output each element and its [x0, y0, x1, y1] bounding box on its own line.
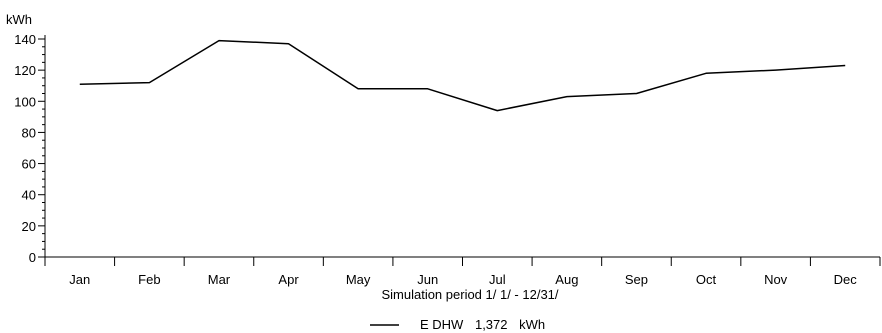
legend-total-value: 1,372: [475, 317, 508, 332]
x-tick-label: Dec: [834, 272, 858, 287]
x-tick-label: Aug: [555, 272, 578, 287]
y-tick-label: 0: [29, 250, 36, 265]
x-tick-label: Jun: [417, 272, 438, 287]
y-tick-label: 80: [22, 125, 36, 140]
y-tick-label: 100: [14, 94, 36, 109]
x-tick-label: Jul: [489, 272, 506, 287]
y-tick-label: 20: [22, 219, 36, 234]
y-tick-label: 60: [22, 157, 36, 172]
x-tick-label: Nov: [764, 272, 788, 287]
x-tick-label: May: [346, 272, 371, 287]
x-tick-label: Jan: [69, 272, 90, 287]
legend-total-unit: kWh: [519, 317, 545, 332]
series-line: [79, 39, 846, 112]
y-axis-unit-label: kWh: [6, 12, 32, 27]
x-tick-label: Apr: [278, 272, 299, 287]
x-tick-label: Feb: [138, 272, 160, 287]
x-axis-caption: Simulation period 1/ 1/ - 12/31/: [381, 287, 558, 302]
y-tick-label: 140: [14, 32, 36, 47]
y-tick-label: 120: [14, 63, 36, 78]
x-tick-label: Mar: [208, 272, 231, 287]
y-axis: 0 20 40 60 80 100 120 140: [14, 32, 46, 265]
legend: E DHW 1,372 kWh: [370, 317, 545, 332]
x-tick-label: Oct: [696, 272, 717, 287]
y-tick-label: 40: [22, 188, 36, 203]
legend-series-name: E DHW: [420, 317, 464, 332]
x-tick-label: Sep: [625, 272, 648, 287]
series-layer: [79, 39, 846, 112]
legend-entry: E DHW 1,372 kWh: [420, 317, 545, 332]
x-axis: Jan Feb Mar Apr May Jun Jul Aug Sep Oct Nov Dec: [44, 256, 881, 287]
